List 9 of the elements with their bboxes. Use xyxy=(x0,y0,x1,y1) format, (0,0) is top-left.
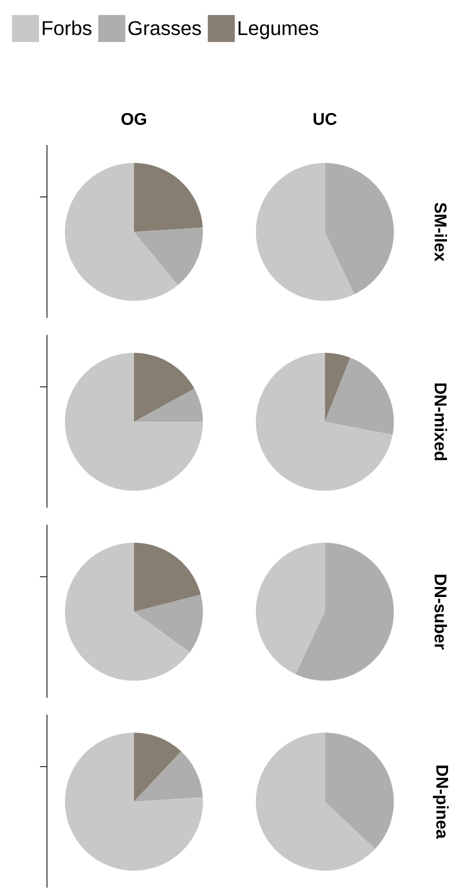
text: SM-ilex xyxy=(434,202,448,262)
text: DN-mixed xyxy=(434,383,448,460)
legend-label: Forbs xyxy=(42,20,92,36)
text: DN-pinea xyxy=(433,766,449,839)
legend-label: Legumes xyxy=(238,21,318,40)
text: OG xyxy=(122,112,146,125)
legend-label: Grasses xyxy=(128,21,202,36)
text: DN-suber xyxy=(434,574,448,650)
chart-title: UC xyxy=(314,112,337,125)
